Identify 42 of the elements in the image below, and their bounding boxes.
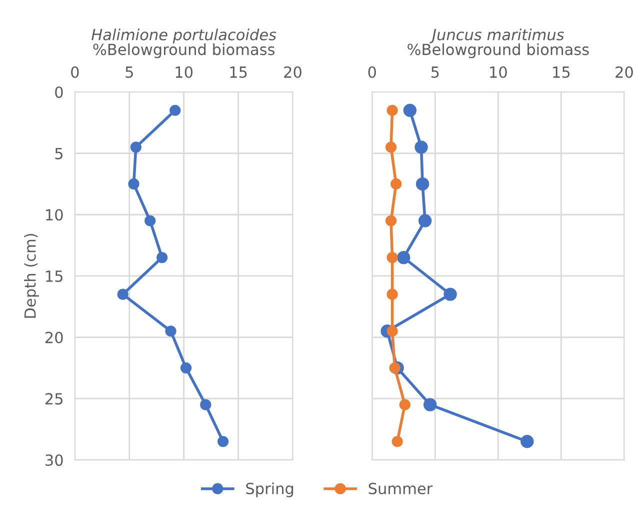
y-tick-label: 25 [45,393,62,405]
point [418,214,432,228]
legend-label: Summer [368,482,433,494]
x-tick-label: 10 [490,66,507,78]
x-tick-label: 5 [431,66,439,78]
x-tick-label: 20 [616,66,633,78]
point [386,326,398,337]
point [520,434,534,448]
y-tick-label: 15 [46,270,62,282]
point [386,288,398,300]
point [423,398,437,412]
point [403,104,417,117]
point [386,104,398,116]
y-tick-label: 30 [46,454,63,466]
y-axis-title: Depth (cm) [24,234,39,318]
point [397,250,410,264]
point [416,177,430,191]
chart-title: Juncus maritimus [430,28,564,44]
point [390,178,402,190]
x-tick-label: 10 [176,66,193,78]
x-axis-title: %Belowground biomass [408,43,589,58]
x-tick-label: 15 [553,66,570,78]
x-tick-label: 5 [126,66,133,78]
point [444,288,457,301]
point [392,436,403,448]
x-tick-label: 15 [230,66,247,78]
point [385,142,397,153]
y-tick-label: 5 [55,148,62,160]
y-tick-label: 10 [46,209,63,221]
point [399,399,410,410]
y-tick-label: 20 [45,332,63,344]
legend-label: Spring [246,482,294,498]
x-axis-title: %Belowground biomass [93,43,275,58]
point [385,215,397,226]
point [414,140,428,154]
x-tick-label: 20 [284,66,302,78]
y-tick-label: 0 [55,86,63,98]
point [386,252,398,264]
x-tick-label: 0 [368,66,376,78]
x-tick-label: 0 [71,66,79,78]
point [389,362,400,374]
chart-title: Halimione portulacoides [92,28,276,44]
